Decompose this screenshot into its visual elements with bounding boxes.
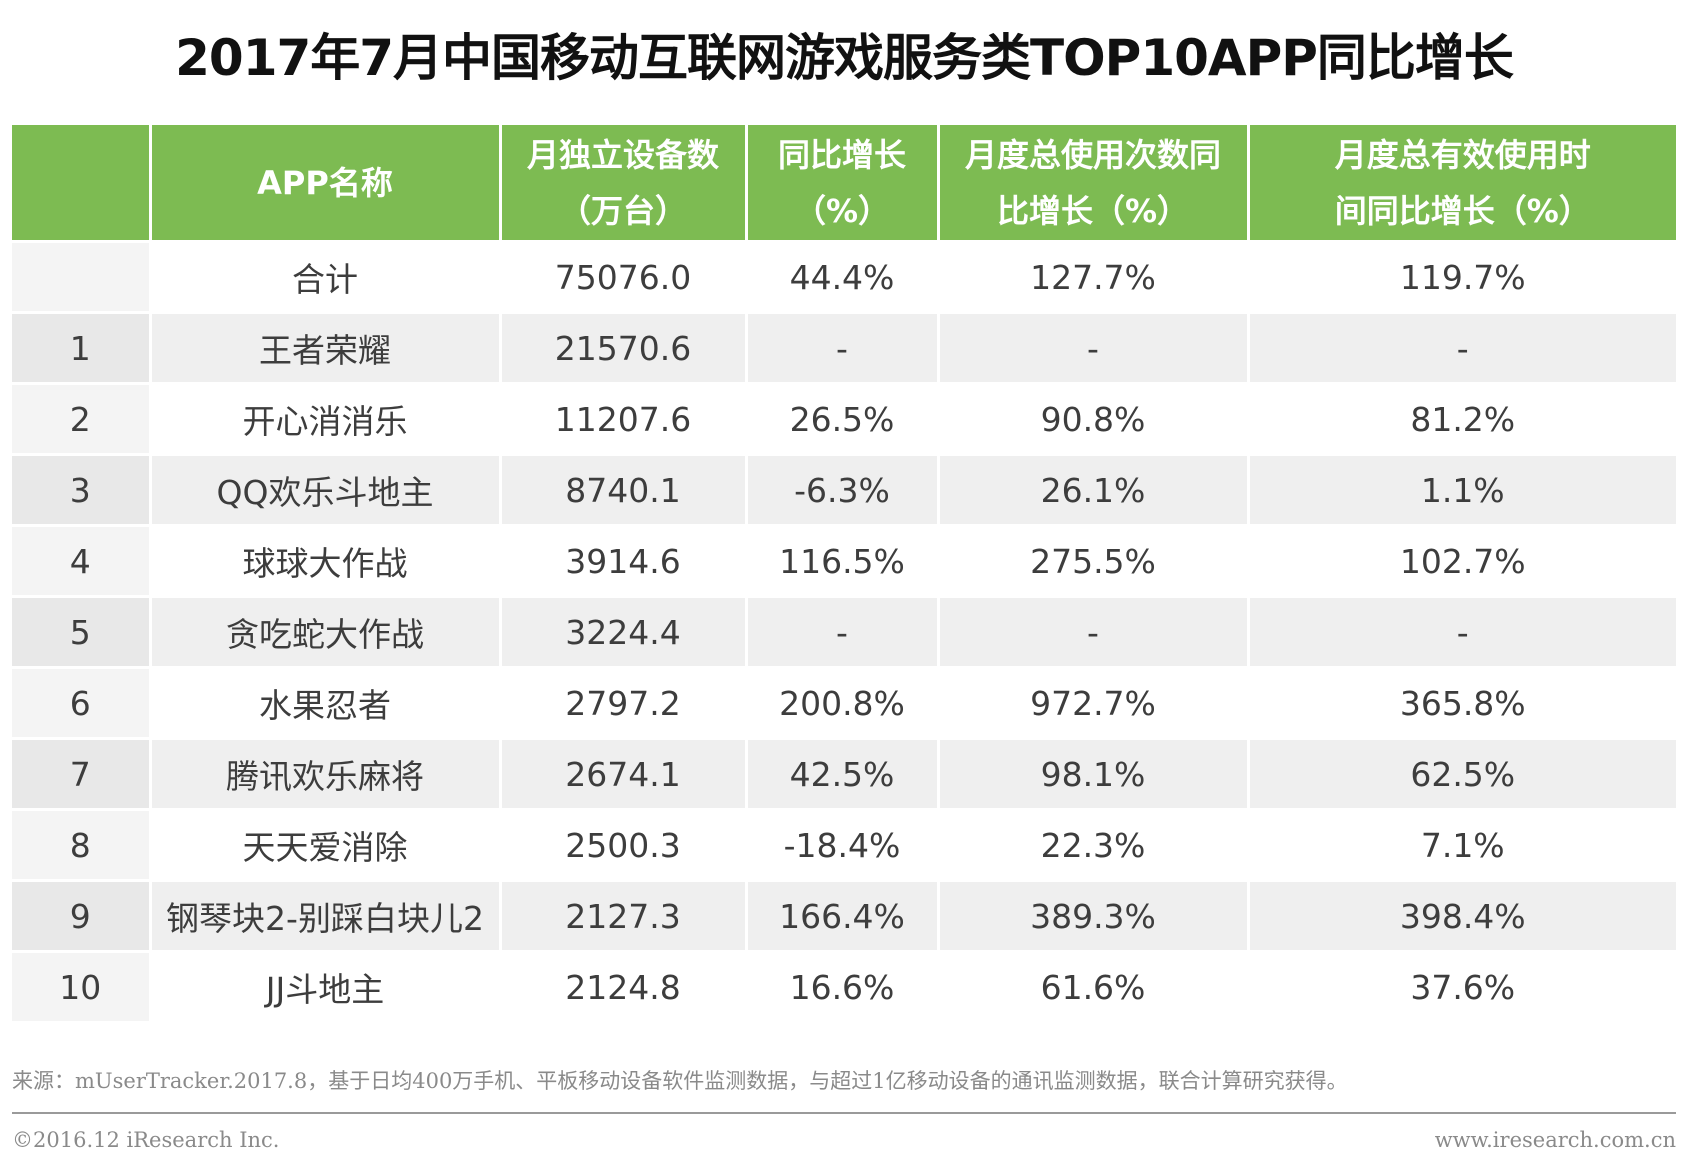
table-row-total: 合计 75076.0 44.4% 127.7% 119.7% [12, 241, 1676, 314]
cell-devices: 3224.4 [500, 596, 748, 669]
cell-rank: 10 [12, 951, 152, 1024]
cell-app-name: QQ欢乐斗地主 [150, 454, 502, 527]
cell-time-yoy: 1.1% [1248, 454, 1676, 527]
cell-devices: 2797.2 [500, 667, 748, 740]
cell-rank: 8 [12, 809, 152, 882]
cell-time-yoy: 102.7% [1248, 525, 1676, 598]
table-row: 6 水果忍者 2797.2 200.8% 972.7% 365.8% [12, 667, 1676, 740]
cell-app-name: 天天爱消除 [150, 809, 502, 882]
cell-devices: 3914.6 [500, 525, 748, 598]
cell-time-yoy: - [1248, 596, 1676, 669]
cell-app-name: 钢琴块2-别踩白块儿2 [150, 880, 502, 953]
cell-app-name: 腾讯欢乐麻将 [150, 738, 502, 811]
cell-usage-yoy: - [938, 312, 1250, 385]
cell-rank: 5 [12, 596, 152, 669]
cell-yoy: -6.3% [746, 454, 940, 527]
table-row: 5 贪吃蛇大作战 3224.4- - - [12, 596, 1676, 669]
cell-yoy: 26.5% [746, 383, 940, 456]
copyright: ©2016.12 iResearch Inc. [12, 1128, 280, 1152]
cell-rank: 4 [12, 525, 152, 598]
cell-rank: 2 [12, 383, 152, 456]
header-app-name: APP名称 [150, 125, 502, 243]
cell-app-name: JJ斗地主 [150, 951, 502, 1024]
header-time-yoy: 月度总有效使用时 间同比增长（%） [1248, 125, 1676, 243]
cell-rank: 9 [12, 880, 152, 953]
cell-yoy: -18.4% [746, 809, 940, 882]
cell-yoy: 200.8% [746, 667, 940, 740]
cell-time-yoy: 37.6% [1248, 951, 1676, 1024]
table-row: 1 王者荣耀 21570.6- - - [12, 312, 1676, 385]
cell-devices: 11207.6 [500, 383, 748, 456]
table-row: 8 天天爱消除 2500.3 -18.4% 22.3% 7.1% [12, 809, 1676, 882]
cell-devices: 21570.6 [500, 312, 748, 385]
cell-yoy: - [746, 596, 940, 669]
cell-devices: 2127.3 [500, 880, 748, 953]
table-row: 2 开心消消乐 11207.6 26.5% 90.8% 81.2% [12, 383, 1676, 456]
table-row: 9 钢琴块2-别踩白块儿2 2127.3 166.4% 389.3% 398.4% [12, 880, 1676, 953]
cell-time-yoy: 119.7% [1248, 241, 1676, 314]
header-rank [12, 125, 152, 243]
cell-app-name: 王者荣耀 [150, 312, 502, 385]
cell-yoy: 42.5% [746, 738, 940, 811]
cell-devices: 8740.1 [500, 454, 748, 527]
header-yoy: 同比增长 （%） [746, 125, 940, 243]
cell-time-yoy: 398.4% [1248, 880, 1676, 953]
cell-time-yoy: 81.2% [1248, 383, 1676, 456]
cell-rank: 6 [12, 667, 152, 740]
cell-usage-yoy: 972.7% [938, 667, 1250, 740]
cell-app-name: 水果忍者 [150, 667, 502, 740]
cell-rank: 3 [12, 454, 152, 527]
table-row: 10 JJ斗地主 2124.8 16.6% 61.6% 37.6% [12, 951, 1676, 1024]
cell-devices: 75076.0 [500, 241, 748, 314]
cell-devices: 2500.3 [500, 809, 748, 882]
cell-devices: 2674.1 [500, 738, 748, 811]
cell-rank [12, 241, 152, 314]
cell-usage-yoy: 98.1% [938, 738, 1250, 811]
cell-app-name: 贪吃蛇大作战 [150, 596, 502, 669]
cell-yoy: - [746, 312, 940, 385]
website-link[interactable]: www.iresearch.com.cn [1434, 1128, 1676, 1152]
cell-time-yoy: 62.5% [1248, 738, 1676, 811]
table-row: 7 腾讯欢乐麻将 2674.1 42.5% 98.1% 62.5% [12, 738, 1676, 811]
cell-usage-yoy: 389.3% [938, 880, 1250, 953]
cell-rank: 7 [12, 738, 152, 811]
cell-yoy: 166.4% [746, 880, 940, 953]
header-devices: 月独立设备数 （万台） [500, 125, 748, 243]
cell-usage-yoy: 275.5% [938, 525, 1250, 598]
cell-yoy: 16.6% [746, 951, 940, 1024]
cell-time-yoy: - [1248, 312, 1676, 385]
cell-yoy: 116.5% [746, 525, 940, 598]
cell-yoy: 44.4% [746, 241, 940, 314]
top10-app-table: APP名称 月独立设备数 （万台） 同比增长 （%） 月度总使用次数同 比增长（… [12, 125, 1676, 1024]
cell-devices: 2124.8 [500, 951, 748, 1024]
cell-usage-yoy: 61.6% [938, 951, 1250, 1024]
cell-time-yoy: 7.1% [1248, 809, 1676, 882]
cell-usage-yoy: - [938, 596, 1250, 669]
cell-time-yoy: 365.8% [1248, 667, 1676, 740]
page-title: 2017年7月中国移动互联网游戏服务类TOP10APP同比增长 [175, 29, 1514, 87]
cell-app-name: 合计 [150, 241, 502, 314]
table-row: 3 QQ欢乐斗地主 8740.1 -6.3% 26.1% 1.1% [12, 454, 1676, 527]
cell-usage-yoy: 22.3% [938, 809, 1250, 882]
footer-divider [12, 1112, 1676, 1114]
cell-usage-yoy: 90.8% [938, 383, 1250, 456]
cell-usage-yoy: 127.7% [938, 241, 1250, 314]
table-header-row: APP名称 月独立设备数 （万台） 同比增长 （%） 月度总使用次数同 比增长（… [12, 125, 1676, 243]
table-row: 4 球球大作战 3914.6 116.5% 275.5% 102.7% [12, 525, 1676, 598]
cell-usage-yoy: 26.1% [938, 454, 1250, 527]
cell-app-name: 球球大作战 [150, 525, 502, 598]
header-usage-yoy: 月度总使用次数同 比增长（%） [938, 125, 1250, 243]
cell-app-name: 开心消消乐 [150, 383, 502, 456]
source-note: 来源：mUserTracker.2017.8，基于日均400万手机、平板移动设备… [12, 1069, 1348, 1093]
cell-rank: 1 [12, 312, 152, 385]
